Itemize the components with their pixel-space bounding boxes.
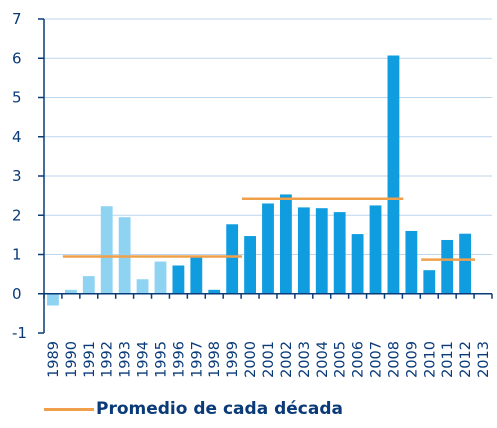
y-tick-label: 2 bbox=[12, 206, 22, 224]
y-tick-label: 0 bbox=[12, 285, 22, 303]
x-tick-label: 1996 bbox=[171, 341, 187, 378]
bar-1992 bbox=[101, 206, 113, 294]
x-tick-label: 2000 bbox=[243, 341, 259, 378]
bar-2005 bbox=[334, 212, 346, 294]
x-tick-label: 1990 bbox=[64, 341, 80, 378]
x-tick-label: 1994 bbox=[136, 341, 152, 378]
x-tick-label: 1997 bbox=[189, 341, 205, 378]
y-tick-label: 3 bbox=[12, 167, 22, 185]
x-tick-label: 2008 bbox=[386, 341, 402, 378]
bar-2000 bbox=[244, 236, 256, 294]
y-tick-labels: -1 0 1 2 3 4 5 6 7 bbox=[12, 10, 27, 342]
bar-1999 bbox=[226, 224, 238, 293]
x-tick-label: 1995 bbox=[153, 341, 169, 378]
x-tick-label: 2006 bbox=[351, 341, 367, 378]
bar-1995 bbox=[155, 262, 167, 294]
bar-2003 bbox=[298, 207, 310, 293]
x-tick-label: 2011 bbox=[440, 341, 456, 378]
x-tick-label: 2012 bbox=[458, 341, 474, 378]
x-tick-label: 2013 bbox=[476, 341, 492, 378]
x-tick-label: 2001 bbox=[261, 341, 277, 378]
x-tick-label: 1992 bbox=[100, 341, 116, 378]
x-tick-label: 1993 bbox=[118, 341, 134, 378]
bar-2012 bbox=[459, 234, 471, 294]
bar-2010 bbox=[423, 270, 435, 294]
x-tick-label: 1998 bbox=[207, 341, 223, 378]
y-tick-label: 4 bbox=[12, 128, 22, 146]
bar-1991 bbox=[83, 276, 95, 294]
y-tick-label: 6 bbox=[12, 49, 22, 67]
bar-2011 bbox=[441, 240, 453, 294]
x-tick-label: 2010 bbox=[422, 341, 438, 378]
y-tick-label: 7 bbox=[12, 10, 22, 28]
y-tick-label: -1 bbox=[12, 324, 27, 342]
bar-2008 bbox=[388, 56, 400, 294]
bar-2004 bbox=[316, 208, 328, 294]
bars bbox=[47, 56, 471, 306]
bar-1996 bbox=[172, 265, 184, 293]
bar-1994 bbox=[137, 279, 149, 294]
bar-2002 bbox=[280, 194, 292, 293]
bar-2007 bbox=[370, 205, 382, 293]
y-tick-label: 5 bbox=[12, 89, 22, 107]
x-tick-labels: 1989 1990 1991 1992 1993 1994 1995 1996 1997 1998… bbox=[46, 341, 492, 378]
bar-1989 bbox=[47, 294, 59, 306]
bar-1997 bbox=[190, 257, 202, 294]
legend-line-swatch bbox=[44, 408, 94, 411]
x-tick-label: 1989 bbox=[46, 341, 62, 378]
x-tick-label: 2004 bbox=[315, 341, 331, 378]
x-tick-label: 2002 bbox=[279, 341, 295, 378]
x-tick-label: 1991 bbox=[82, 341, 98, 378]
x-tick-label: 2005 bbox=[333, 341, 349, 378]
y-tick-label: 1 bbox=[12, 246, 22, 264]
x-tick-label: 2003 bbox=[297, 341, 313, 378]
x-tick-label: 2007 bbox=[369, 341, 385, 378]
bar-2006 bbox=[352, 234, 364, 294]
bar-2001 bbox=[262, 203, 274, 293]
legend: Promedio de cada década bbox=[44, 399, 343, 419]
x-tick-label: 1999 bbox=[225, 341, 241, 378]
bar-2009 bbox=[405, 231, 417, 294]
x-tick-label: 2009 bbox=[404, 341, 420, 378]
legend-label: Promedio de cada década bbox=[96, 399, 343, 419]
